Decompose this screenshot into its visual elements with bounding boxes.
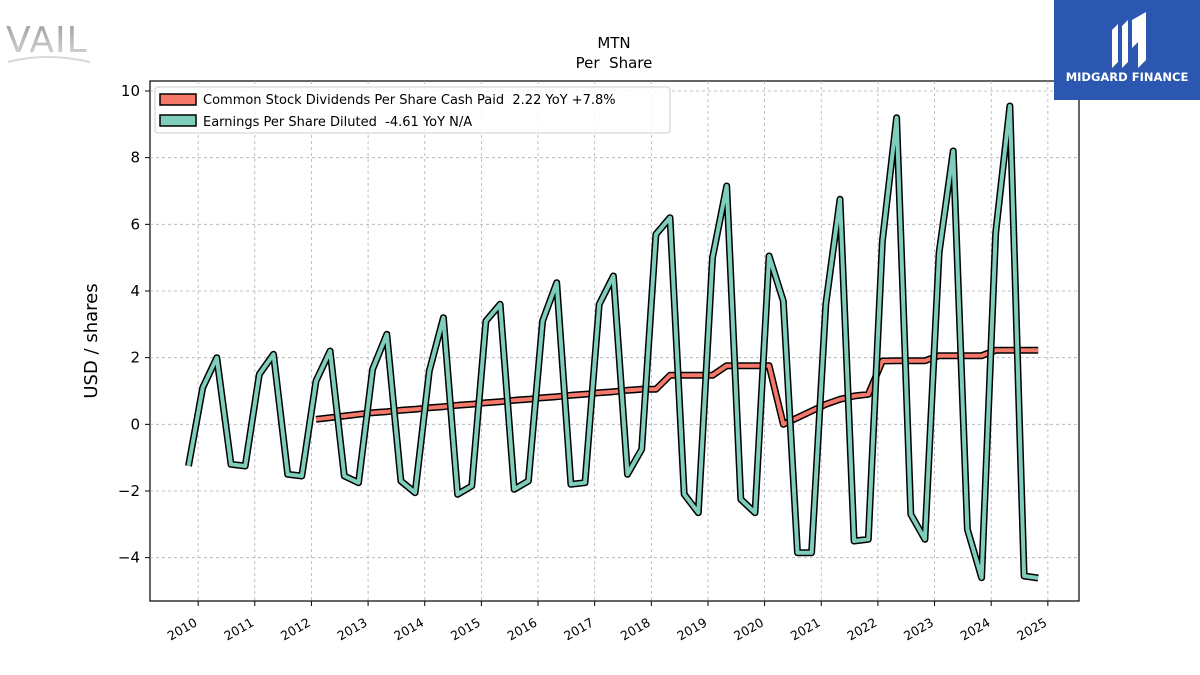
series-line-eps — [186, 104, 1039, 580]
y-tick-label: −4 — [118, 549, 140, 567]
y-tick-label: −2 — [118, 482, 140, 500]
y-tick-label: 8 — [130, 149, 140, 167]
chart-title: MTN — [597, 34, 630, 52]
series-lines — [185, 102, 1039, 582]
vail-logo: VAIL — [6, 20, 91, 63]
midgard-logo-text: MIDGARD FINANCE — [1066, 70, 1189, 84]
vail-logo-text: VAIL — [6, 20, 88, 61]
legend-swatch-eps — [159, 114, 197, 127]
x-tick-label: 2024 — [958, 615, 993, 644]
logo-bar-mid — [1122, 20, 1128, 68]
midgard-logo-mark: MIDGARD FINANCE — [1066, 12, 1189, 84]
legend-label-dividends: Common Stock Dividends Per Share Cash Pa… — [203, 93, 616, 108]
x-tick-label: 2014 — [391, 615, 426, 644]
x-tick-label: 2012 — [278, 615, 313, 644]
legend: Common Stock Dividends Per Share Cash Pa… — [154, 86, 671, 134]
logo-bar-right — [1132, 12, 1146, 68]
x-tick-label: 2017 — [561, 615, 596, 644]
x-tick-label: 2016 — [504, 615, 539, 644]
x-tick-label: 2025 — [1014, 615, 1049, 644]
midgard-finance-logo: MIDGARD FINANCE — [1054, 0, 1200, 100]
x-tick-label: 2013 — [335, 615, 370, 644]
x-tick-label: 2015 — [448, 615, 483, 644]
x-tick-label: 2011 — [221, 615, 256, 644]
vail-logo-swoosh — [7, 56, 91, 63]
y-tick-label: 4 — [130, 282, 140, 300]
x-tick-label: 2021 — [788, 615, 823, 644]
x-tick-label: 2010 — [165, 615, 200, 644]
y-tick-label: 0 — [130, 415, 140, 433]
y-axis-label: USD / shares — [81, 283, 102, 398]
x-tick-label: 2022 — [844, 615, 879, 644]
chart-subtitle: Per Share — [576, 54, 653, 72]
logo-bar-left — [1112, 24, 1118, 68]
y-tick-label: 10 — [121, 82, 140, 100]
x-tick-label: 2023 — [901, 615, 936, 644]
x-tick-label: 2018 — [618, 615, 653, 644]
legend-box — [154, 86, 671, 134]
y-tick-label: 6 — [130, 215, 140, 233]
x-tick-label: 2019 — [674, 615, 709, 644]
legend-label-eps: Earnings Per Share Diluted -4.61 YoY N/A — [203, 115, 472, 130]
y-tick-label: 2 — [130, 349, 140, 367]
legend-swatch-dividends — [159, 93, 197, 106]
x-tick-label: 2020 — [731, 615, 766, 644]
x-axis-ticks: 2010 2011 2012 2013 2014 2015 2016 2017 2018 2019… — [165, 601, 1049, 644]
y-axis-ticks: −4 −2 0 2 4 6 8 10 — [118, 82, 150, 567]
plot-area — [149, 80, 1080, 602]
